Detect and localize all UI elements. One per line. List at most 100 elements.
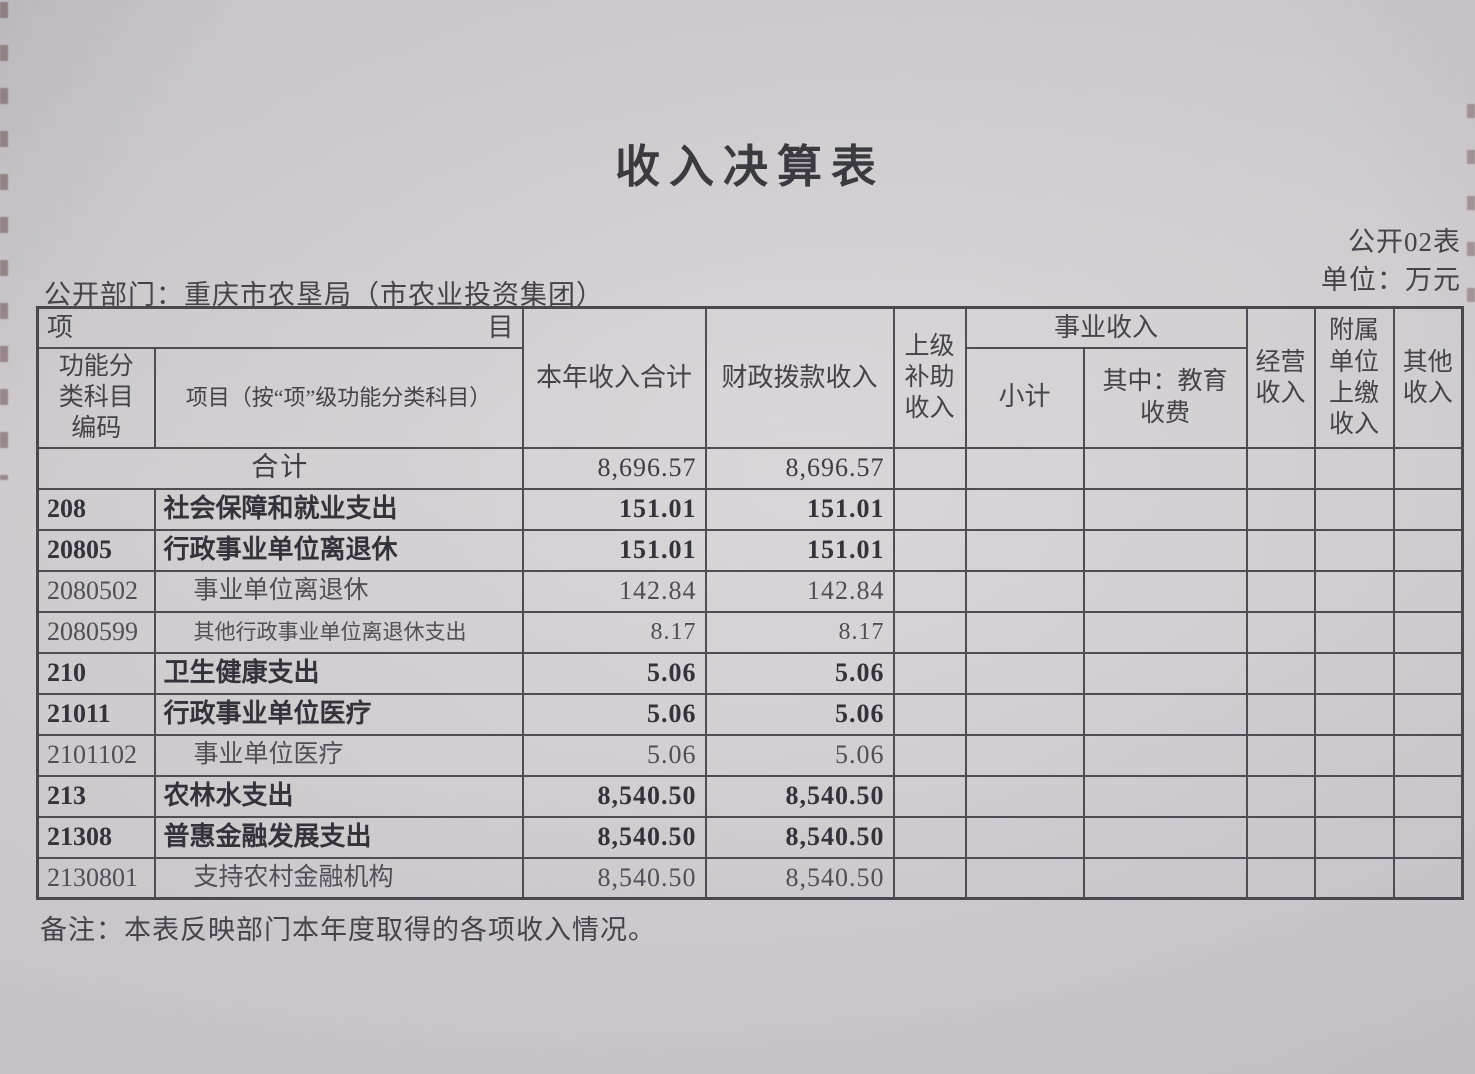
- table-row: 208 社会保障和就业支出 151.01 151.01: [36, 487, 1464, 531]
- empty-cell: [1245, 651, 1316, 695]
- empty-cell: [1392, 774, 1464, 818]
- annual-total-cell: 8,540.50: [521, 774, 707, 818]
- empty-cell: [892, 733, 967, 777]
- empty-cell: [1313, 733, 1395, 777]
- code-cell: 21308: [36, 815, 156, 859]
- table-row: 2130801 支持农村金融机构 8,540.50 8,540.50: [36, 856, 1464, 900]
- empty-cell: [1082, 528, 1248, 572]
- empty-cell: [1245, 446, 1316, 490]
- fiscal-cell: 8.17: [704, 610, 895, 654]
- photo-edge-marks-left: [0, 2, 8, 480]
- annual-total-cell: 8,696.57: [521, 446, 707, 490]
- annual-total-cell: 8.17: [521, 610, 707, 654]
- header-superior-subsidy: 上级补助收入: [892, 306, 967, 449]
- table-row: 213 农林水支出 8,540.50 8,540.50: [36, 774, 1464, 818]
- code-cell: 2130801: [36, 856, 156, 900]
- item-cell: 卫生健康支出: [153, 651, 524, 695]
- fiscal-cell: 8,540.50: [704, 774, 895, 818]
- fiscal-cell: 151.01: [704, 487, 895, 531]
- empty-cell: [892, 774, 967, 818]
- empty-cell: [1245, 569, 1316, 613]
- header-affiliated-remit: 附属单位上缴收入: [1313, 306, 1395, 449]
- empty-cell: [1313, 856, 1395, 900]
- empty-cell: [1082, 692, 1248, 736]
- table-row: 210 卫生健康支出 5.06 5.06: [36, 651, 1464, 695]
- code-cell: 2080599: [36, 610, 156, 654]
- empty-cell: [1313, 815, 1395, 859]
- code-cell: 208: [36, 487, 156, 531]
- item-cell: 社会保障和就业支出: [153, 487, 524, 531]
- annual-total-cell: 8,540.50: [521, 815, 707, 859]
- header-other-income: 其他收入: [1392, 306, 1464, 449]
- fiscal-cell: 142.84: [704, 569, 895, 613]
- empty-cell: [964, 651, 1085, 695]
- empty-cell: [892, 856, 967, 900]
- empty-cell: [1313, 569, 1395, 613]
- empty-cell: [1082, 610, 1248, 654]
- table-row: 2080599 其他行政事业单位离退休支出 8.17 8.17: [36, 610, 1464, 654]
- header-business-income-group: 事业收入: [964, 306, 1248, 349]
- empty-cell: [1392, 692, 1464, 736]
- empty-cell: [1392, 815, 1464, 859]
- empty-cell: [964, 487, 1085, 531]
- empty-cell: [964, 774, 1085, 818]
- empty-cell: [1082, 733, 1248, 777]
- empty-cell: [892, 815, 967, 859]
- header-item-right: 目: [487, 312, 514, 342]
- empty-cell: [1392, 733, 1464, 777]
- empty-cell: [1245, 733, 1316, 777]
- annual-total-cell: 8,540.50: [521, 856, 707, 900]
- empty-cell: [1245, 856, 1316, 900]
- empty-cell: [1245, 487, 1316, 531]
- annual-total-cell: 5.06: [521, 733, 707, 777]
- empty-cell: [1313, 692, 1395, 736]
- empty-cell: [964, 528, 1085, 572]
- header-annual-total: 本年收入合计: [521, 306, 707, 449]
- unit-label: 单位：万元: [1321, 265, 1461, 295]
- fiscal-cell: 8,540.50: [704, 815, 895, 859]
- annual-total-cell: 142.84: [521, 569, 707, 613]
- item-cell: 合计: [36, 446, 524, 490]
- empty-cell: [1082, 651, 1248, 695]
- empty-cell: [1313, 487, 1395, 531]
- empty-cell: [964, 856, 1085, 900]
- empty-cell: [1313, 774, 1395, 818]
- item-cell: 农林水支出: [153, 774, 524, 818]
- table-row: 21308 普惠金融发展支出 8,540.50 8,540.50: [36, 815, 1464, 859]
- item-cell: 普惠金融发展支出: [153, 815, 524, 859]
- empty-cell: [1392, 856, 1464, 900]
- empty-cell: [892, 528, 967, 572]
- code-cell: 210: [36, 651, 156, 695]
- empty-cell: [964, 692, 1085, 736]
- item-cell: 事业单位医疗: [153, 733, 524, 777]
- code-cell: 20805: [36, 528, 156, 572]
- fiscal-cell: 5.06: [704, 651, 895, 695]
- empty-cell: [1392, 651, 1464, 695]
- department-label: 公开部门：重庆市农垦局（市农业投资集团）: [44, 280, 604, 310]
- annual-total-cell: 5.06: [521, 692, 707, 736]
- header-item-group: 项 目: [36, 306, 524, 349]
- empty-cell: [1392, 569, 1464, 613]
- item-cell: 事业单位离退休: [153, 569, 524, 613]
- empty-cell: [1082, 774, 1248, 818]
- empty-cell: [892, 692, 967, 736]
- empty-cell: [1313, 610, 1395, 654]
- header-business-subtotal: 小计: [964, 346, 1085, 449]
- empty-cell: [1082, 446, 1248, 490]
- empty-cell: [892, 487, 967, 531]
- annual-total-cell: 151.01: [521, 528, 707, 572]
- page-title: 收入决算表: [614, 142, 885, 192]
- empty-cell: [892, 610, 967, 654]
- header-fiscal-appropriation: 财政拨款收入: [704, 306, 895, 449]
- header-operating-income: 经营收入: [1245, 306, 1316, 449]
- header-row-1: 项 目 本年收入合计 财政拨款收入 上级补助收入 事业收入 经营收入 附属单位上…: [36, 306, 1464, 449]
- header-row-2: 功能分类科目编码 项目（按“项”级功能分类科目） 小计 其中：教育收费: [36, 346, 1463, 449]
- empty-cell: [892, 446, 967, 490]
- annual-total-cell: 151.01: [521, 487, 707, 531]
- item-cell: 行政事业单位医疗: [153, 692, 524, 736]
- header-item-left: 项: [47, 312, 74, 342]
- empty-cell: [1245, 815, 1316, 859]
- empty-cell: [964, 569, 1085, 613]
- fiscal-cell: 8,540.50: [704, 856, 895, 900]
- fiscal-cell: 5.06: [704, 733, 895, 777]
